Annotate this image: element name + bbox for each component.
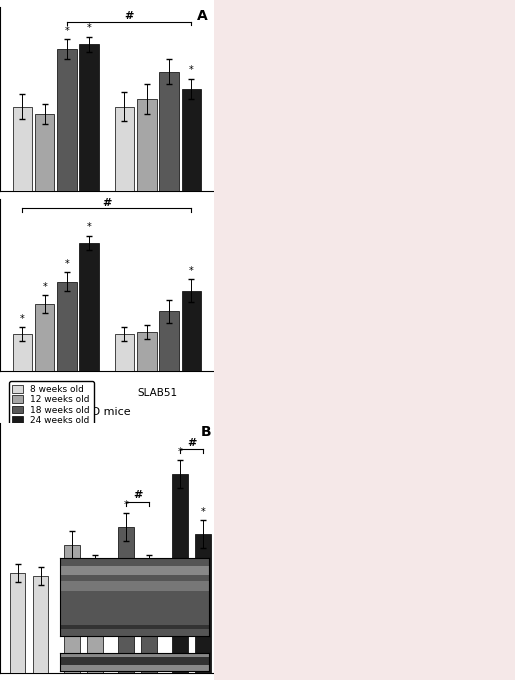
Bar	[195, 534, 211, 673]
Bar	[33, 576, 48, 673]
Legend: 8 weeks old, 12 weeks old, 18 weeks old, 24 weeks old: 8 weeks old, 12 weeks old, 18 weeks old,…	[9, 381, 94, 428]
Bar	[137, 332, 157, 371]
Bar	[60, 657, 210, 666]
Bar	[79, 243, 99, 371]
Text: *: *	[20, 313, 25, 324]
Text: SLAB51: SLAB51	[138, 388, 178, 398]
Bar	[64, 545, 79, 673]
Bar	[137, 99, 157, 191]
Bar	[114, 107, 134, 191]
Bar	[35, 114, 55, 191]
Bar	[141, 566, 157, 673]
Text: *: *	[189, 65, 194, 75]
Bar	[35, 305, 55, 371]
Bar	[60, 625, 210, 630]
Bar	[118, 527, 134, 673]
Text: *: *	[189, 266, 194, 276]
Text: *: *	[87, 23, 92, 33]
Bar	[159, 71, 179, 191]
Text: control: control	[38, 388, 74, 398]
Bar	[12, 334, 32, 371]
Text: B: B	[201, 426, 212, 439]
Text: #: #	[187, 437, 196, 447]
Bar	[87, 566, 102, 673]
Text: SLAB51: SLAB51	[138, 209, 178, 220]
Text: *: *	[87, 222, 92, 233]
Text: #: #	[125, 11, 134, 21]
Bar	[12, 107, 32, 191]
Text: *: *	[124, 500, 128, 510]
Bar	[182, 290, 201, 371]
Text: AD mice: AD mice	[83, 230, 130, 240]
Text: *: *	[64, 26, 70, 35]
Text: *: *	[201, 507, 205, 517]
Text: AD mice: AD mice	[83, 407, 130, 417]
Text: #: #	[102, 198, 112, 207]
Text: control: control	[38, 209, 74, 220]
Text: *: *	[42, 282, 47, 292]
Bar	[159, 311, 179, 371]
Bar	[114, 334, 134, 371]
Bar	[57, 282, 77, 371]
Bar	[60, 566, 210, 575]
Bar	[182, 89, 201, 191]
Text: *: *	[178, 447, 182, 457]
Bar	[79, 44, 99, 191]
Bar	[60, 581, 210, 591]
Bar	[10, 573, 25, 673]
Bar	[57, 49, 77, 191]
Text: *: *	[64, 259, 70, 269]
Bar	[173, 474, 188, 673]
Text: A: A	[197, 9, 208, 22]
Text: #: #	[133, 490, 142, 500]
